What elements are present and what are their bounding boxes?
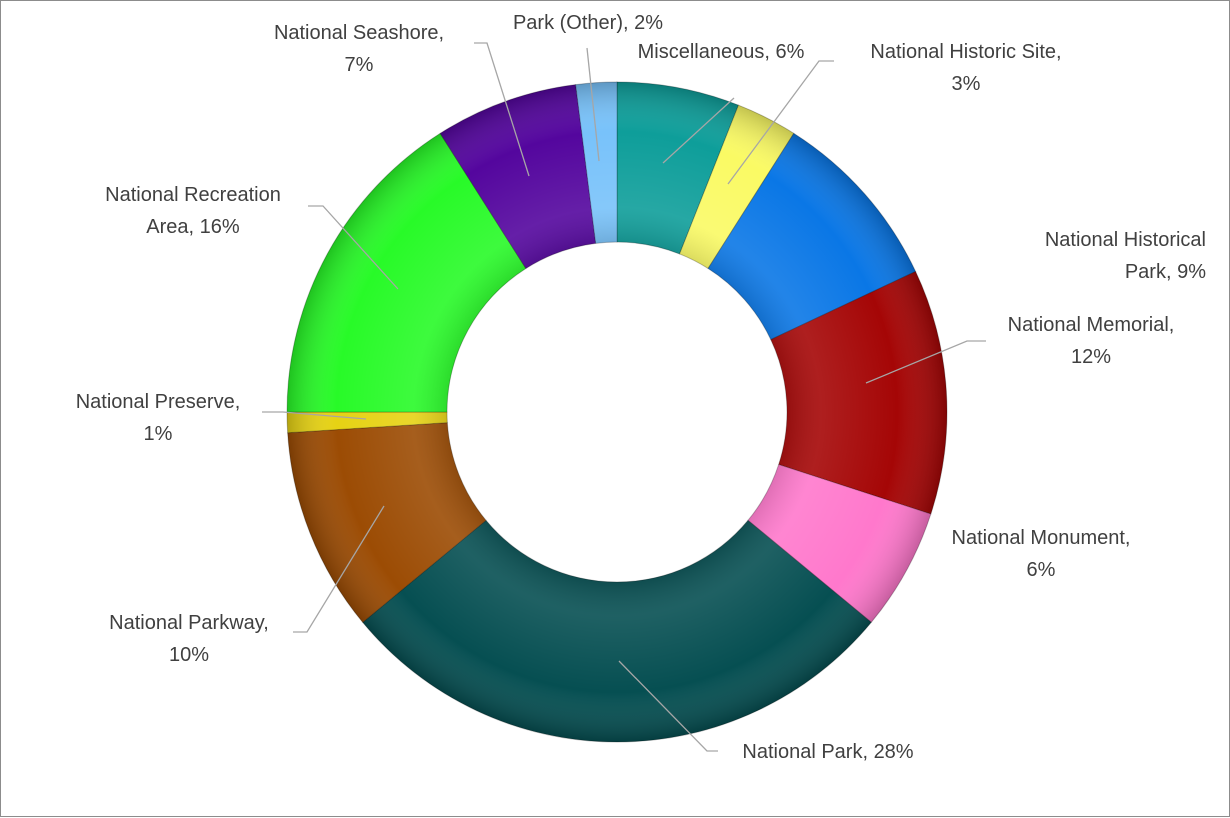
slice-shading-national-seashore [440,84,596,269]
leader-line-national-recreation-area [308,205,399,290]
data-label-national-preserve: National Preserve, 1% [76,391,241,445]
slice-shading-national-monument [747,464,931,623]
slice-shading-park-other [575,82,617,244]
data-label-park-other: Park (Other), 2% [513,12,663,34]
data-label-national-park: National Park, 28% [742,741,913,763]
leader-lines-group [262,42,986,752]
leader-line-park-other [586,47,600,162]
slice-shading-national-historical-park [708,133,916,340]
leader-line-national-memorial [865,340,986,384]
leader-line-national-historic-site [727,60,834,185]
leader-line-national-preserve [262,411,367,420]
slice-shading-miscellaneous [617,82,739,254]
slice-shading-national-park [362,520,872,742]
leader-line-national-parkway [293,505,385,633]
data-label-national-historical-park: National Historical Park, 9% [1045,229,1206,283]
data-label-national-seashore: National Seashore, 7% [274,22,444,76]
data-label-national-monument: National Monument, 6% [952,527,1131,581]
slice-shading-national-preserve [287,412,448,433]
slice-shading-national-parkway [287,422,487,623]
slices-group [286,81,948,743]
slice-shading-national-historic-site [679,105,794,269]
data-label-national-memorial: National Memorial, 12% [1008,314,1175,368]
leader-line-national-park [618,660,718,752]
data-labels-group: Miscellaneous, 6% National Historic Site,… [76,12,1206,763]
leader-line-national-seashore [474,42,530,177]
slice-shading-national-recreation-area [287,133,526,413]
data-label-miscellaneous: Miscellaneous, 6% [638,41,805,63]
slice-shading-national-memorial [770,271,947,514]
leader-line-miscellaneous [662,97,735,164]
data-label-national-parkway: National Parkway, 10% [109,612,269,666]
data-label-national-recreation-area: National Recreation Area, 16% [105,184,281,238]
data-label-national-historic-site: National Historic Site, 3% [870,41,1061,95]
